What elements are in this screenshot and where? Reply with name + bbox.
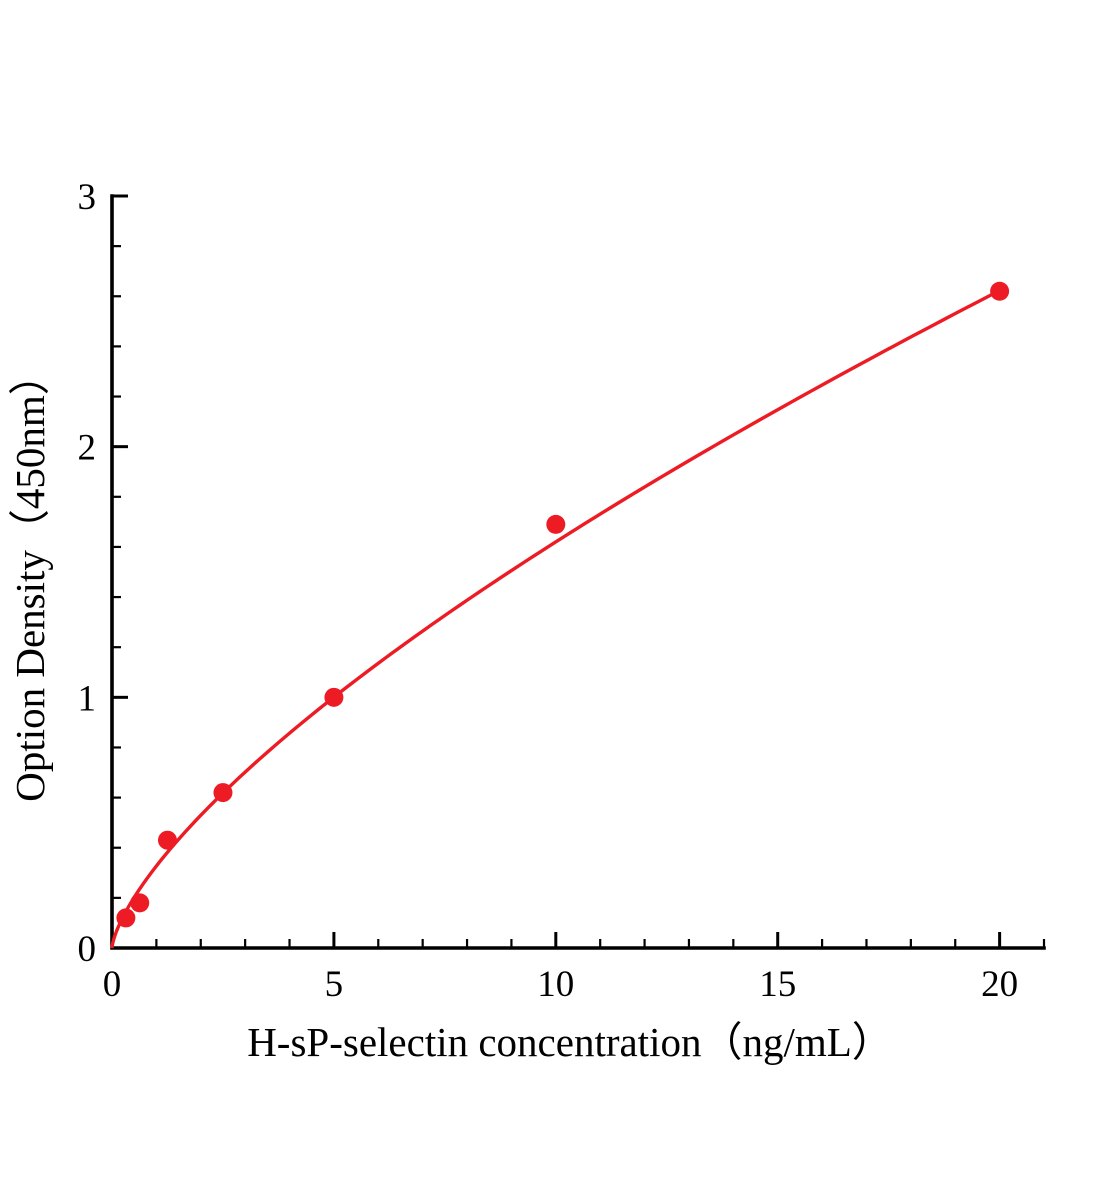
y-tick-label: 3: [78, 177, 97, 218]
x-tick-label: 15: [759, 964, 796, 1005]
data-point: [213, 783, 233, 803]
axes: [110, 194, 1046, 950]
data-point: [546, 514, 566, 534]
y-tick-label: 2: [78, 428, 97, 469]
data-point: [116, 908, 136, 928]
y-axis-label: Option Density（450nm）: [7, 354, 53, 802]
data-points: [116, 281, 1010, 928]
data-point: [990, 281, 1010, 301]
x-tick-label: 20: [981, 964, 1018, 1005]
fit-curve: [110, 289, 1001, 950]
y-tick-label: 0: [78, 929, 97, 970]
x-tick-label: 5: [325, 964, 344, 1005]
data-point: [157, 830, 177, 850]
y-tick-label: 1: [78, 678, 97, 719]
x-tick-label: 0: [103, 964, 122, 1005]
tick-labels: 0 5 10 15 20 0 1 2 3: [78, 177, 1019, 1005]
data-point: [130, 893, 150, 913]
standard-curve-line: [110, 289, 1001, 950]
tick-marks: [110, 194, 1046, 950]
x-axis-label: H-sP-selectin concentration（ng/mL）: [247, 1019, 893, 1065]
axis-lines: [110, 194, 1046, 950]
data-point: [324, 687, 344, 707]
x-tick-label: 10: [537, 964, 574, 1005]
